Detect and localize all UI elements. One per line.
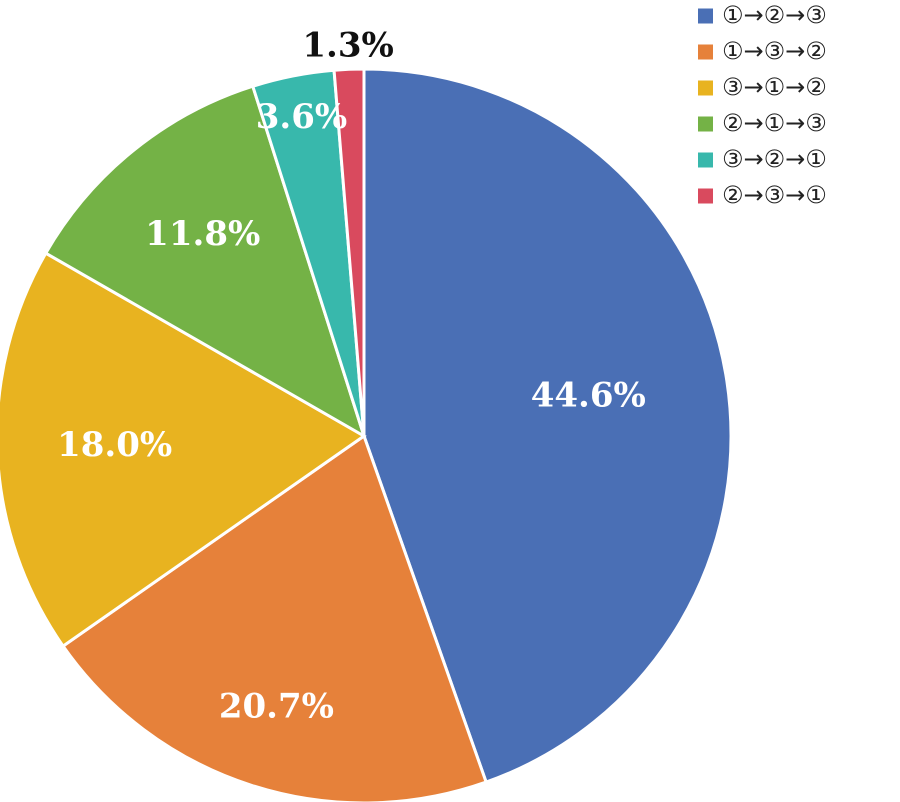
legend-swatch bbox=[698, 8, 713, 24]
legend-swatch bbox=[698, 188, 713, 204]
pie-slice bbox=[332, 67, 366, 437]
legend-swatch bbox=[698, 116, 713, 132]
pie-slice bbox=[0, 251, 367, 649]
legend-swatch bbox=[698, 44, 713, 60]
pie-slice bbox=[60, 433, 489, 802]
pie-slices bbox=[0, 67, 733, 802]
pie-data-label: 44.6% bbox=[531, 376, 646, 416]
pie-slice bbox=[362, 67, 733, 784]
legend-label: ②→③→① bbox=[722, 181, 827, 209]
legend: ①→②→③ ①→③→② ③→①→② ②→①→③ ③→②→① ②→③→① bbox=[698, 1, 827, 209]
pie-data-label: 3.6% bbox=[256, 97, 347, 137]
legend-label: ③→①→② bbox=[722, 73, 827, 101]
legend-label: ③→②→① bbox=[722, 145, 827, 173]
pie-data-label: 11.8% bbox=[145, 214, 260, 254]
legend-label: ①→③→② bbox=[722, 37, 827, 65]
pie-data-label: 18.0% bbox=[57, 425, 172, 465]
legend-swatch bbox=[698, 80, 713, 96]
pie-slice bbox=[43, 84, 367, 440]
pie-data-label: 20.7% bbox=[219, 687, 334, 727]
pie-data-labels: 44.6% 20.7% 18.0% 11.8% 3.6% 1.3% bbox=[57, 25, 646, 726]
legend-label: ①→②→③ bbox=[722, 1, 827, 29]
legend-label: ②→①→③ bbox=[722, 109, 827, 137]
pie-data-label: 1.3% bbox=[302, 25, 393, 65]
legend-swatch bbox=[698, 152, 713, 168]
